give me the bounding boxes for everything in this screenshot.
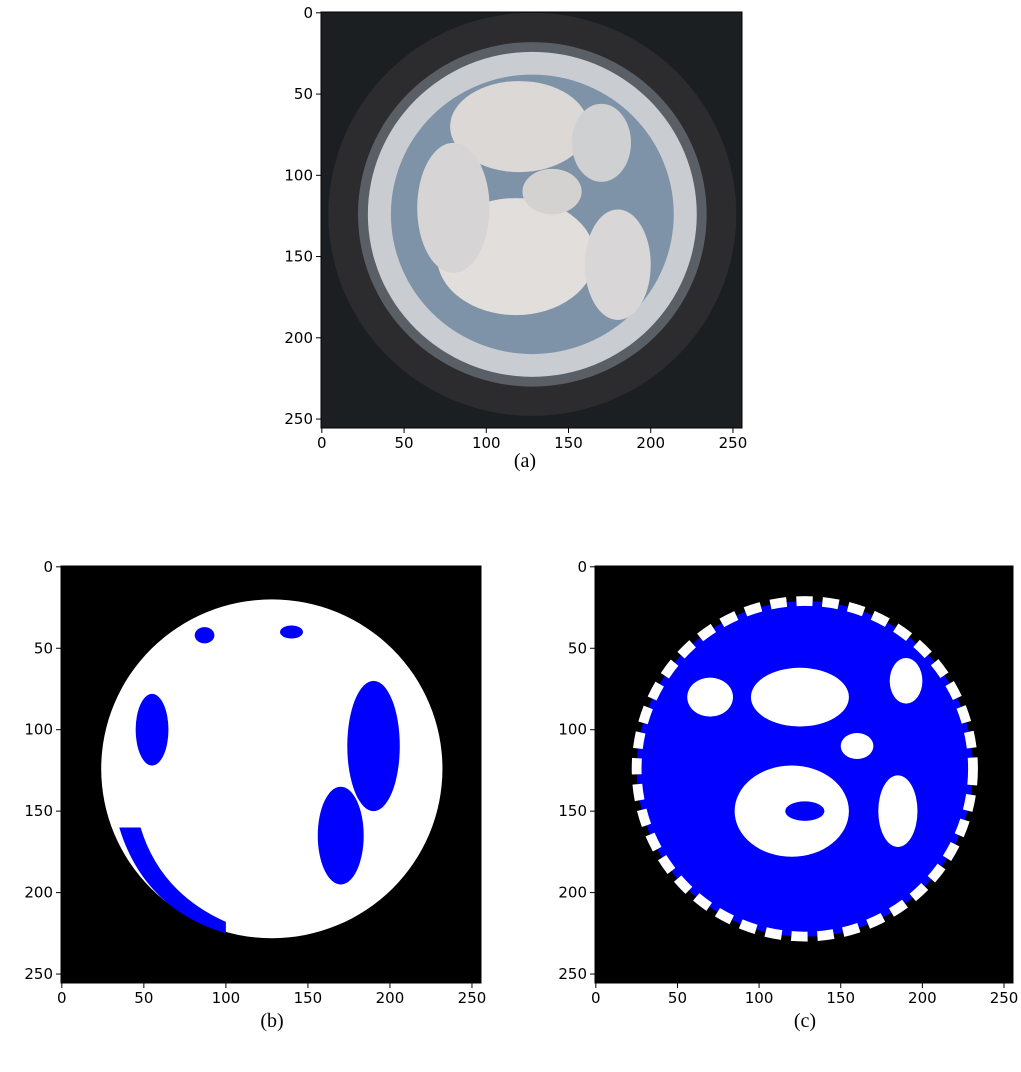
y-tick-label: 200: [24, 884, 53, 902]
x-tick-label: 100: [472, 434, 501, 452]
x-tick-label: 50: [668, 989, 687, 1007]
y-tick-label: 200: [558, 884, 587, 902]
caption: (b): [260, 1010, 283, 1032]
y-tick-label: 100: [24, 721, 53, 739]
x-tick-label: 50: [395, 434, 414, 452]
y-tick-label: 0: [43, 558, 53, 576]
y-tick-label: 150: [24, 802, 53, 820]
x-tick-label: 200: [908, 989, 937, 1007]
y-tick-label: 0: [577, 558, 587, 576]
mask-image: [595, 566, 1013, 983]
x-tick-label: 200: [376, 989, 405, 1007]
x-tick-label: 250: [990, 989, 1019, 1007]
x-tick-label: 150: [554, 434, 583, 452]
x-tick-label: 250: [458, 989, 487, 1007]
y-tick-label: 100: [284, 166, 313, 184]
y-tick-label: 250: [558, 965, 587, 983]
x-tick-label: 0: [317, 434, 327, 452]
figure: 050100150200250050100150200250(a)0501001…: [0, 0, 1021, 1072]
x-tick-label: 0: [57, 989, 67, 1007]
caption: (c): [794, 1010, 816, 1032]
y-tick-label: 150: [284, 248, 313, 266]
y-tick-label: 150: [558, 802, 587, 820]
y-tick-label: 250: [284, 410, 313, 428]
x-tick-label: 100: [745, 989, 774, 1007]
y-tick-label: 50: [294, 85, 313, 103]
x-tick-label: 200: [636, 434, 665, 452]
x-tick-label: 250: [719, 434, 748, 452]
x-tick-label: 0: [591, 989, 601, 1007]
y-tick-label: 200: [284, 329, 313, 347]
y-tick-label: 250: [24, 965, 53, 983]
y-tick-label: 50: [34, 639, 53, 657]
y-tick-label: 0: [303, 4, 313, 22]
caption: (a): [514, 450, 536, 472]
y-tick-label: 50: [568, 639, 587, 657]
x-tick-label: 100: [212, 989, 241, 1007]
x-tick-label: 50: [134, 989, 153, 1007]
y-tick-label: 100: [558, 721, 587, 739]
x-tick-label: 150: [826, 989, 855, 1007]
mask-image: [61, 566, 481, 983]
sky-image: [321, 12, 742, 428]
x-tick-label: 150: [294, 989, 323, 1007]
